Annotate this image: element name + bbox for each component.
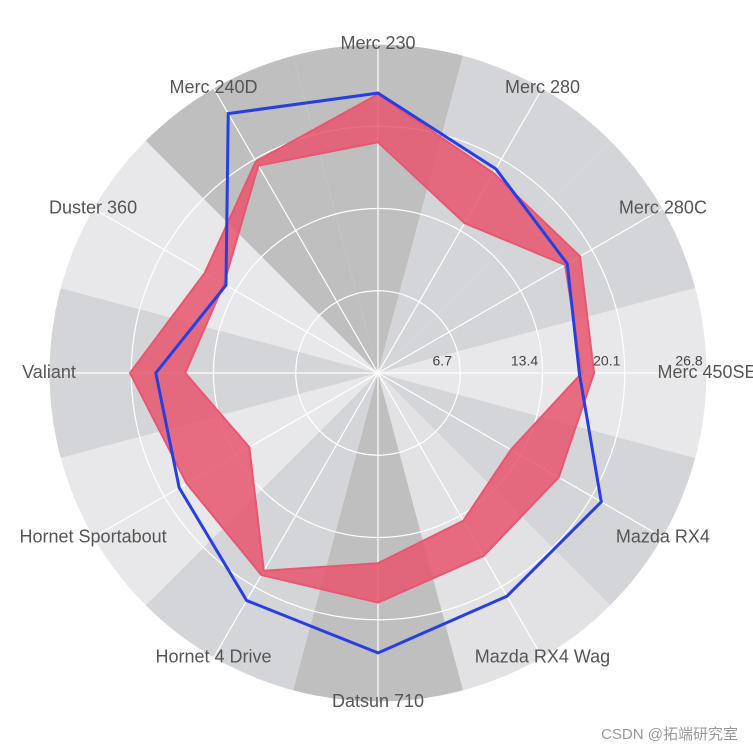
background-wedge [378, 140, 696, 373]
category-label: Datsun 710 [332, 691, 424, 711]
background-wedge [145, 55, 378, 374]
series-line [154, 91, 603, 655]
category-label: Mazda RX4 Wag [475, 647, 610, 667]
spoke [377, 372, 544, 659]
category-label: Merc 230 [340, 33, 415, 53]
watermark: CSDN @拓端研究室 [601, 726, 738, 743]
category-label: Hornet Sportabout [20, 526, 167, 546]
category-label: Hornet 4 Drive [155, 647, 271, 667]
category-label: Valiant [22, 362, 76, 382]
spoke [212, 87, 379, 374]
spoke [377, 207, 664, 374]
category-label: Merc 280 [505, 77, 580, 97]
spoke [92, 207, 379, 374]
r-tick-label: 13.4 [511, 353, 538, 369]
category-label: Mazda RX4 [616, 526, 710, 546]
r-tick-label: 6.7 [433, 353, 453, 369]
category-label: Merc 280C [619, 197, 707, 217]
spoke [377, 87, 544, 374]
plot: 6.7 13.4 20.1 26.8 Merc 230 Merc 280 Merc 280C… [20, 33, 753, 711]
category-label: Merc 240D [169, 77, 257, 97]
r-tick-label: 20.1 [593, 353, 620, 369]
spoke [212, 372, 379, 659]
r-tick-label: 26.8 [675, 353, 702, 369]
category-label: Duster 360 [49, 197, 137, 217]
background-wedge [145, 373, 378, 691]
category-label: Merc 450SE [657, 362, 753, 382]
range-band [128, 93, 596, 604]
